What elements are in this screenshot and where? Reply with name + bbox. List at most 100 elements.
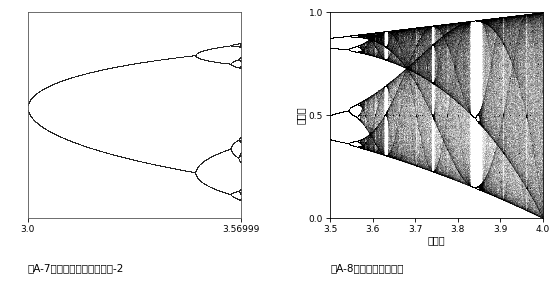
Point [499, 197, 507, 202]
Point [404, 50, 413, 55]
Point [454, 144, 463, 148]
Point [495, 114, 504, 119]
Point [453, 98, 462, 103]
Point [362, 40, 371, 45]
Point [421, 56, 430, 61]
Point [535, 10, 544, 15]
Point [476, 186, 485, 191]
Point [362, 104, 371, 109]
Point [343, 47, 352, 52]
Point [538, 166, 547, 171]
Point [429, 81, 438, 85]
Point [347, 139, 356, 144]
Point [351, 34, 360, 39]
Point [336, 34, 345, 39]
Point [422, 54, 430, 59]
Point [517, 79, 526, 84]
Point [506, 66, 515, 71]
Point [361, 142, 370, 147]
Point [394, 55, 403, 59]
Point [534, 46, 542, 51]
Point [368, 30, 377, 35]
Point [408, 30, 417, 35]
Point [502, 129, 511, 134]
Point [480, 173, 489, 178]
Point [423, 38, 432, 43]
Point [377, 30, 386, 35]
Point [386, 151, 395, 156]
Point [418, 94, 427, 98]
Point [459, 25, 468, 29]
Point [398, 45, 407, 50]
Point [360, 136, 369, 141]
Point [454, 26, 463, 31]
Point [411, 30, 419, 35]
Point [484, 62, 493, 67]
Point [453, 22, 462, 27]
Point [433, 95, 442, 99]
Point [534, 30, 543, 35]
Point [369, 128, 378, 133]
Point [412, 82, 420, 86]
Point [411, 65, 420, 70]
Point [433, 59, 442, 64]
Point [505, 17, 514, 22]
Point [459, 142, 468, 147]
Point [516, 13, 525, 18]
Point [203, 58, 212, 63]
Point [386, 88, 394, 92]
Point [434, 134, 443, 138]
Point [488, 124, 496, 129]
Point [435, 139, 444, 144]
Point [420, 58, 429, 63]
Point [537, 29, 546, 34]
Point [368, 32, 377, 37]
Point [398, 141, 407, 146]
Point [362, 34, 371, 39]
Point [485, 191, 494, 196]
Point [195, 56, 204, 61]
Point [384, 58, 393, 63]
Point [233, 138, 242, 143]
Point [489, 99, 498, 104]
Point [530, 145, 538, 150]
Point [343, 47, 352, 52]
Point [430, 23, 439, 28]
Point [456, 30, 465, 35]
Point [385, 55, 394, 59]
Point [507, 40, 516, 45]
Point [520, 101, 529, 106]
Point [351, 44, 360, 49]
Point [416, 89, 424, 94]
Point [358, 144, 367, 148]
Point [512, 152, 521, 157]
Point [359, 32, 368, 37]
Point [334, 110, 343, 115]
Point [419, 27, 428, 32]
Point [336, 139, 345, 144]
Point [402, 63, 411, 68]
Point [343, 141, 352, 146]
Point [483, 137, 492, 142]
Point [403, 64, 412, 69]
Point [448, 45, 456, 49]
Point [397, 27, 406, 32]
Point [483, 183, 491, 188]
Point [353, 32, 362, 37]
Point [537, 10, 546, 15]
Point [356, 137, 365, 142]
Point [439, 81, 448, 85]
Point [514, 148, 522, 153]
Point [342, 47, 351, 52]
Point [350, 49, 359, 54]
Point [465, 19, 474, 24]
Point [424, 44, 433, 48]
Point [334, 35, 343, 39]
Point [483, 126, 491, 131]
Point [382, 45, 391, 50]
Point [366, 38, 375, 42]
Point [422, 61, 431, 65]
Point [489, 175, 498, 180]
Point [192, 166, 201, 171]
Point [496, 147, 505, 152]
